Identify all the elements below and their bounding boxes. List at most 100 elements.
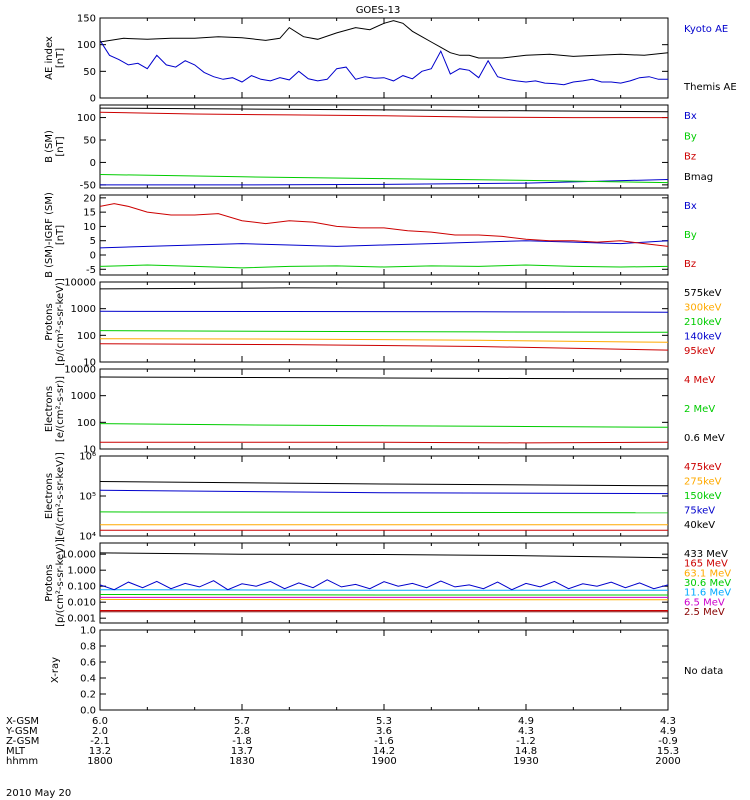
orbit-row-label: X-GSM [6,716,39,727]
y-tick-label: 100 [77,113,96,124]
series-line-575kev [100,287,668,290]
series-line-bz [100,111,668,119]
panel-frame [99,368,669,450]
y-axis-label: B (SM) [44,130,55,163]
y-tick-label: 10 [83,358,96,369]
panel-frame [99,17,669,99]
orbit-cell: -2.1 [90,736,110,747]
legend-entry: 140keV [684,332,722,343]
panel-db: -5 0 5 10 15 20 B (SM)-IGRF (SM) [nT] Bx By Bz [44,192,697,278]
y-tick-label: 20 [83,193,96,204]
y-tick-label: 10⁴ [79,532,96,543]
legend-entry: By [684,230,697,241]
orbit-cell: -0.9 [658,736,678,747]
y-tick-label: 0 [90,158,96,169]
panel-b: -50 0 50 100 B (SM) [nT] Bx By Bz Bmag [44,104,713,191]
legend-entry: 433 MeV [684,549,728,560]
legend-entry: 150keV [684,491,722,502]
legend-entry: 30.6 MeV [684,578,731,589]
series-line-bmag [100,107,668,113]
series-line-by [100,264,668,269]
y-tick-label: 10000 [64,365,96,376]
legend-entry: 0.6 MeV [684,433,725,444]
y-tick-label: 50 [83,135,96,146]
orbit-cell: 4.3 [660,716,676,727]
orbit-cell: 3.6 [376,726,392,737]
series-line-95kev [100,343,668,351]
y-axis-label: Electrons [44,473,55,519]
y-tick-label: 10⁵ [79,492,96,503]
legend-entry: 95keV [684,346,715,357]
series-line-210kev [100,330,668,333]
panel-xray: 0.0 0.2 0.4 0.6 0.8 1.0 X-ray No data [50,626,723,717]
legend-entry: By [684,131,697,142]
series-line-11-6-mev [100,589,668,591]
series-line-140kev [100,310,668,313]
series-line-30-6-mev [100,594,668,596]
y-tick-label: 0.6 [80,658,96,669]
legend-entry: 2.5 MeV [684,607,725,618]
y-axis-label: [nT] [55,136,66,156]
chart-title: GOES-13 [356,5,401,16]
series-line-4-mev [100,441,668,444]
orbit-cell: 1800 [87,756,112,767]
y-axis-label: [nT] [55,48,66,68]
orbit-row-label: MLT [6,746,26,757]
y-tick-label: 1.0 [80,626,96,637]
series-line-bx [100,179,668,186]
y-axis-label: [e/(cm²-s-sr-keV)] [55,452,66,540]
series-line-bx [100,240,668,249]
date-label: 2010 May 20 [6,788,71,799]
orbit-cell: 14.2 [373,746,395,757]
legend-entry: Bx [684,111,697,122]
orbit-cell: 14.8 [515,746,537,757]
legend-entry: Themis AE [683,82,737,93]
orbit-cell: 5.3 [376,716,392,727]
orbit-cell: 1930 [513,756,538,767]
y-tick-label: 0.4 [80,674,96,685]
panel-frame [99,629,669,711]
legend-entry: Bmag [684,172,713,183]
legend-entry: 210keV [684,317,722,328]
orbit-row-label: Y-GSM [5,726,38,737]
orbit-cell: 1830 [229,756,254,767]
legend-entry: 63.1 MeV [684,568,731,579]
legend-entry: 4 MeV [684,375,715,386]
orbit-cell: 13.2 [89,746,111,757]
orbit-cell: 2.8 [234,726,250,737]
series-line-unlabeled [100,579,668,591]
no-data-note: No data [684,666,723,677]
legend-entry: Bz [684,152,696,163]
legend-entry: 40keV [684,520,715,531]
orbit-cell: -1.2 [516,736,536,747]
y-tick-label: 0 [90,251,96,262]
legend-entry: 165 MeV [684,559,728,570]
orbit-cell: 4.3 [518,726,534,737]
legend-entry: 575keV [684,288,722,299]
y-axis-label: B (SM)-IGRF (SM) [44,192,55,278]
series-line-bz [100,203,668,247]
orbit-cell: -1.6 [374,736,394,747]
y-tick-label: 0.8 [80,642,96,653]
orbit-cell: 13.7 [231,746,253,757]
series-line-150kev [100,511,668,514]
y-tick-label: 0.0 [80,706,96,717]
y-tick-label: 0.2 [80,690,96,701]
orbit-cell: 4.9 [660,726,676,737]
orbit-cell: -1.8 [232,736,252,747]
y-axis-label: X-ray [50,657,61,683]
y-tick-label: 100 [77,331,96,342]
y-tick-label: 0.100 [67,582,96,593]
y-axis-label: Protons [44,564,55,601]
series-line-2-mev [100,423,668,428]
orbit-cell: 1900 [371,756,396,767]
legend-entry: Bx [684,201,697,212]
legend-entry: 11.6 MeV [684,588,731,599]
y-axis-label: [e/(cm²-s-sr)] [55,376,66,442]
y-axis-label: [p/(cm²-s-sr-keV)] [55,539,66,627]
y-tick-label: 10⁶ [79,452,96,463]
series-line-300kev [100,338,668,343]
